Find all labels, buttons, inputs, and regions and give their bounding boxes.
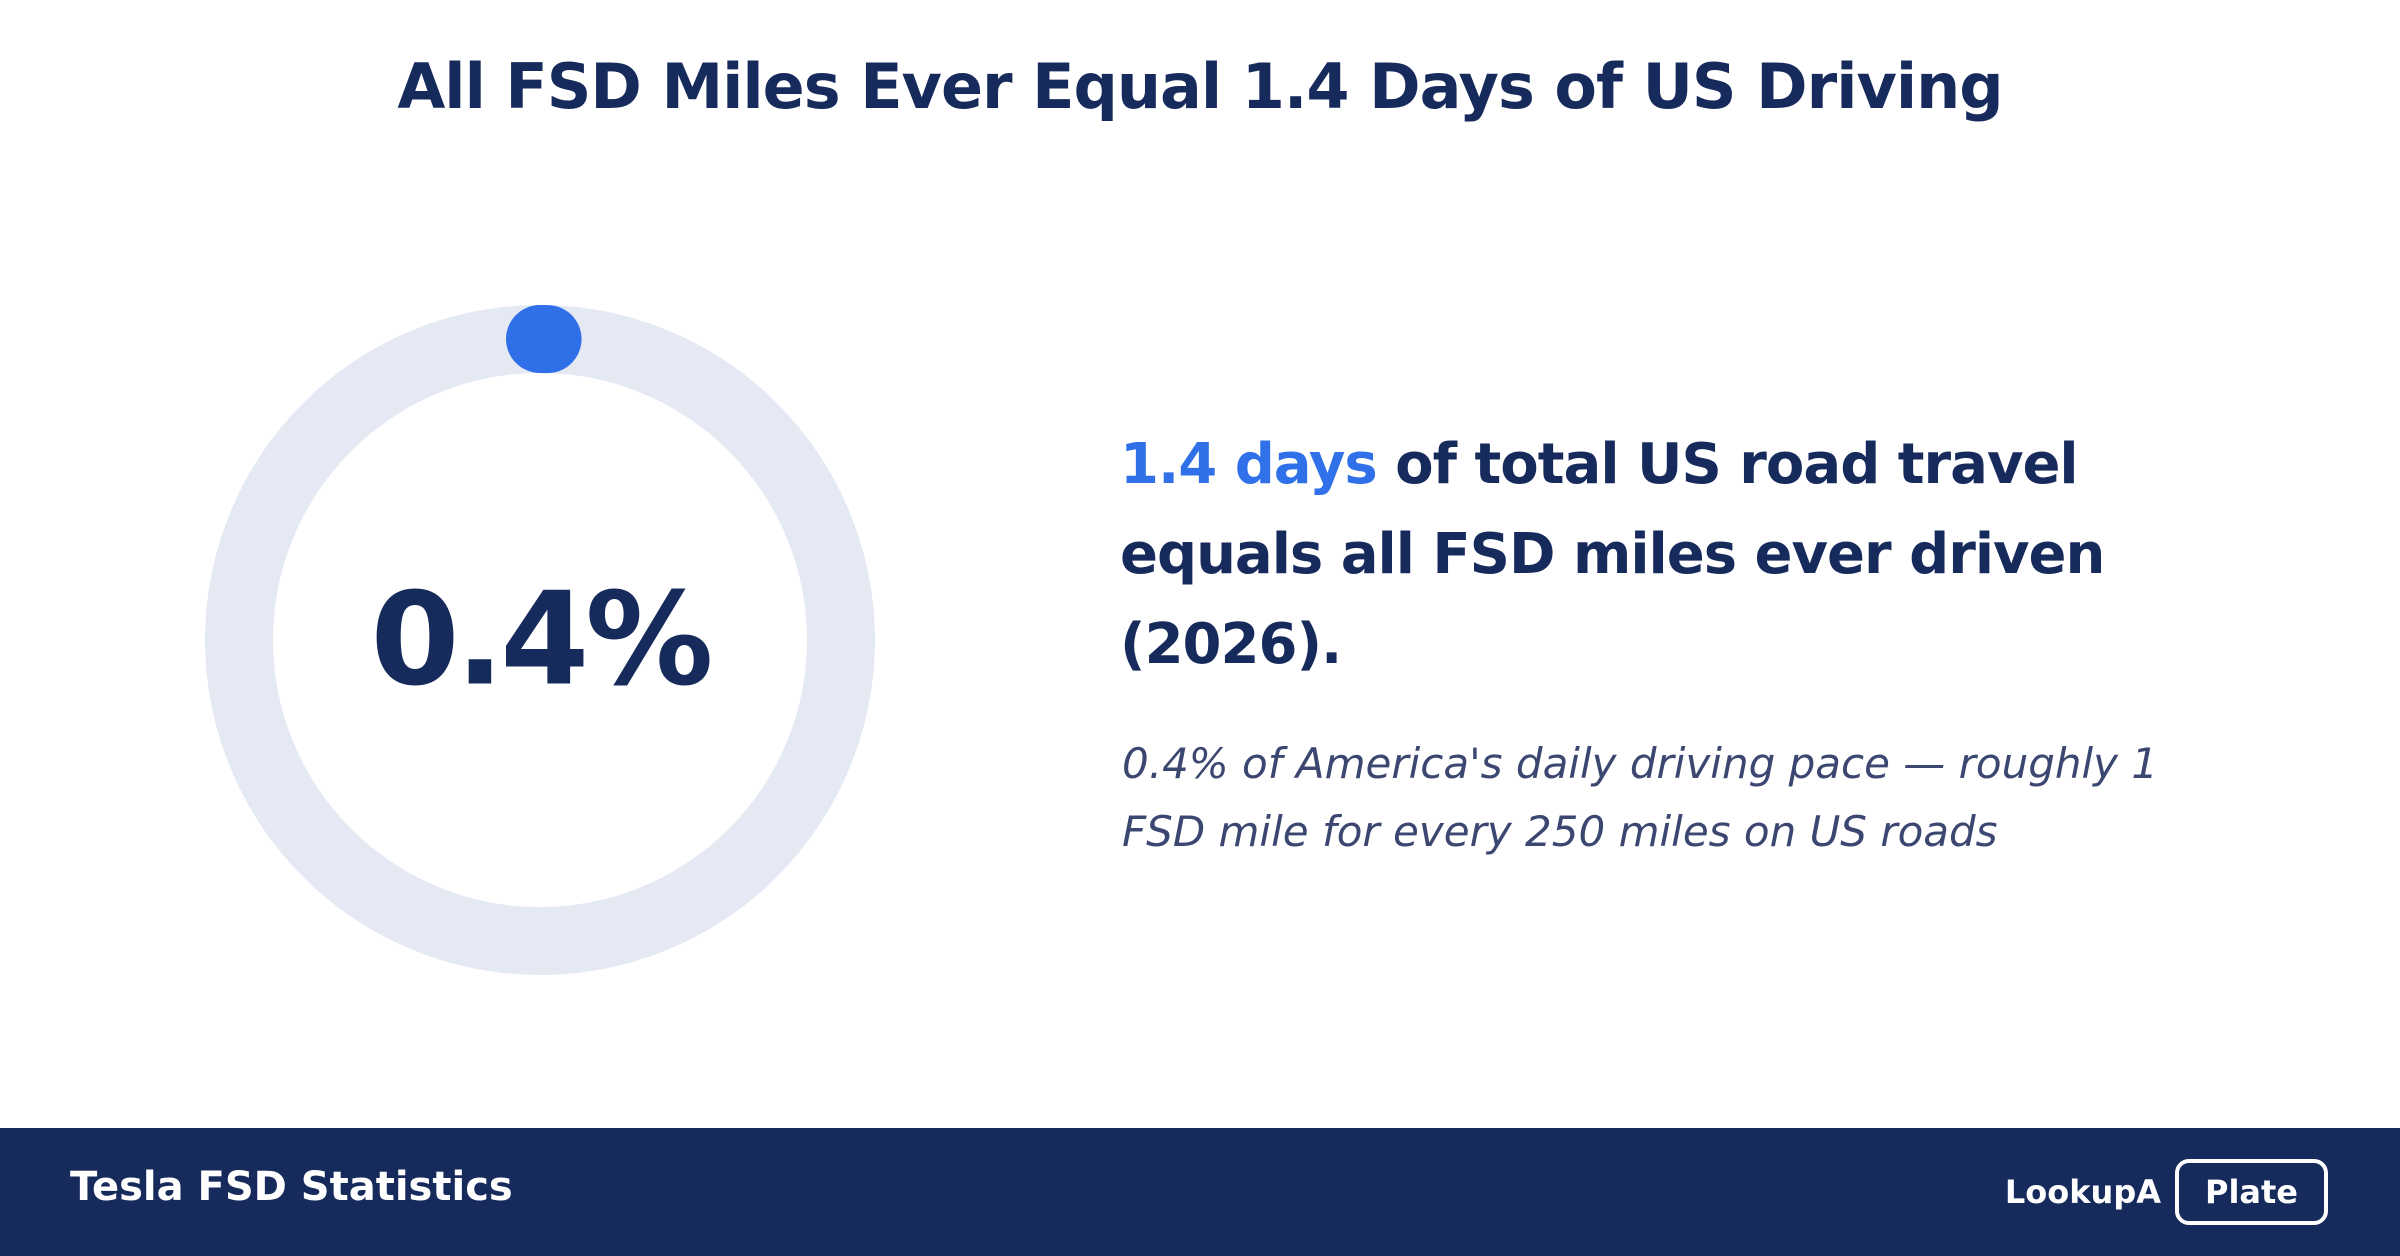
logo-plate-box: Plate — [2174, 1159, 2328, 1225]
progress-ring-arc — [205, 305, 875, 975]
brand-logo[interactable]: LookupA Plate — [2004, 1159, 2328, 1225]
subtext: 0.4% of America's daily driving pace — r… — [1122, 739, 2159, 856]
page-title: All FSD Miles Ever Equal 1.4 Days of US … — [397, 50, 2003, 123]
logo-text: LookupA — [2004, 1173, 2161, 1211]
footer-bar: Tesla FSD Statistics LookupA Plate — [0, 1128, 2400, 1256]
headline-rest: of total US road travel equals all FSD m… — [1120, 432, 2105, 677]
gauge-value-label: 0.4% — [371, 566, 711, 715]
footer-title: Tesla FSD Statistics — [70, 1164, 513, 1210]
headline: 1.4 days of total US road travel equals … — [1120, 420, 2260, 690]
progress-ring-svg: 0.4% — [205, 305, 875, 975]
progress-ring-chart: 0.4% — [195, 295, 885, 985]
headline-highlight: 1.4 days — [1120, 432, 1378, 497]
